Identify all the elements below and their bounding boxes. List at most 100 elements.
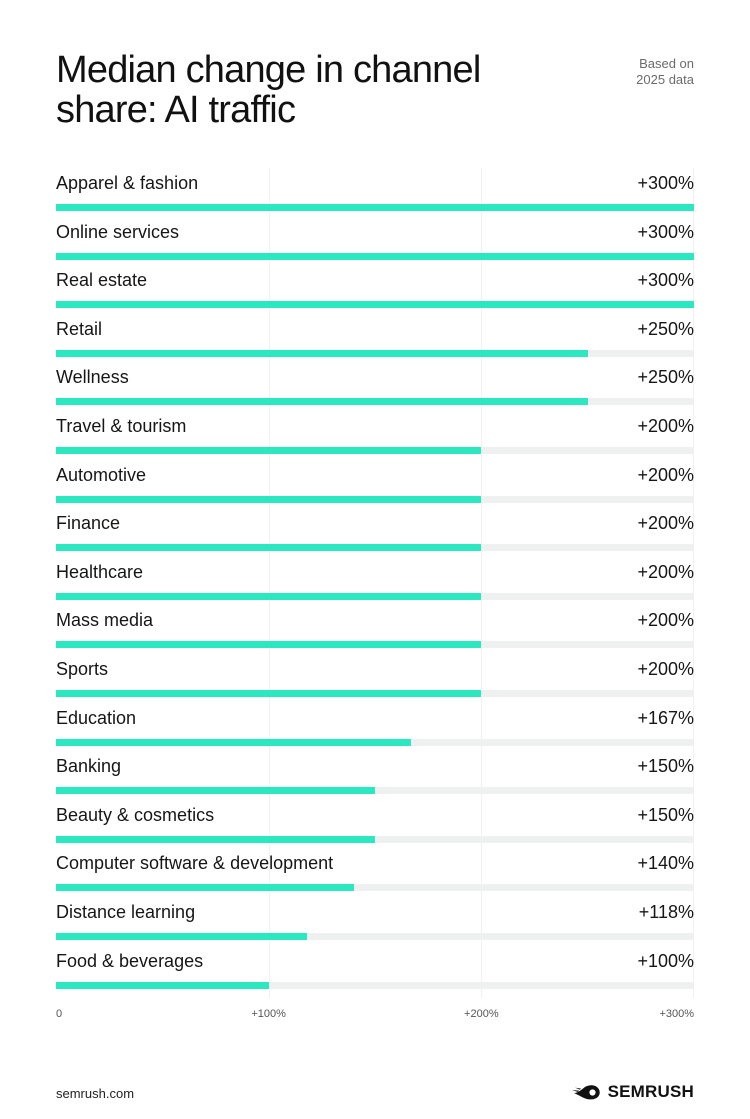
bar <box>56 252 694 260</box>
category-label: Automotive <box>56 464 147 485</box>
bar <box>56 884 354 892</box>
category-label: Wellness <box>56 367 129 388</box>
category-label: Retail <box>56 318 103 339</box>
semrush-logo: SEMRUSH <box>571 1082 694 1102</box>
bar <box>56 592 482 600</box>
chart-row: Automotive +200% <box>56 460 694 509</box>
bar <box>56 398 588 406</box>
footer-url: semrush.com <box>56 1086 135 1101</box>
category-label: Distance learning <box>56 902 196 922</box>
chart-row: Food & beverages +100% <box>56 946 694 995</box>
bar-track <box>56 738 694 746</box>
gridline <box>481 168 483 998</box>
chart-row: Retail +250% <box>56 314 694 363</box>
bar-track <box>56 398 694 406</box>
bar-chart: Apparel & fashion +300% Online services +30… <box>56 168 694 998</box>
category-label: Computer software & development <box>56 853 334 874</box>
bar <box>56 690 482 697</box>
bar-track <box>56 495 694 503</box>
value-label: +200% <box>637 416 694 436</box>
chart-row: Apparel & fashion +300% <box>56 168 694 217</box>
category-label: Finance <box>56 513 121 534</box>
value-label: +200% <box>637 659 694 679</box>
category-label: Banking <box>56 756 122 777</box>
bar-track <box>56 835 694 843</box>
bar <box>56 495 482 503</box>
category-label: Education <box>56 707 137 728</box>
x-tick-label: +100% <box>251 1008 286 1020</box>
chart-title: Median change in channel share: AI traff… <box>56 49 481 131</box>
bar <box>56 787 375 795</box>
category-label: Healthcare <box>56 561 144 582</box>
x-tick-label: +200% <box>464 1008 499 1020</box>
bar-track <box>56 204 694 211</box>
bar-track <box>56 787 694 795</box>
category-label: Real estate <box>56 270 148 291</box>
value-label: +150% <box>637 756 694 777</box>
bar-track <box>56 933 694 940</box>
value-label: +150% <box>637 804 694 825</box>
chart-row: Mass media +200% <box>56 605 694 654</box>
data-source-note: Based on 2025 data <box>574 56 694 88</box>
value-label: +200% <box>637 561 694 582</box>
bar-track <box>56 884 694 892</box>
bar-track <box>56 252 694 260</box>
chart-row: Computer software & development +140% <box>56 848 694 897</box>
gridline <box>268 168 270 998</box>
chart-row: Online services +300% <box>56 217 694 266</box>
value-label: +300% <box>637 173 694 193</box>
category-label: Sports <box>56 659 109 679</box>
bar-track <box>56 981 694 989</box>
value-label: +250% <box>637 367 694 388</box>
bar <box>56 835 375 843</box>
category-label: Beauty & cosmetics <box>56 804 215 825</box>
chart-row: Beauty & cosmetics +150% <box>56 800 694 849</box>
bar <box>56 738 412 746</box>
bar <box>56 447 482 454</box>
bar-track <box>56 690 694 697</box>
chart-row: Distance learning +118% <box>56 897 694 946</box>
chart-row: Finance +200% <box>56 508 694 557</box>
chart-row: Sports +200% <box>56 654 694 703</box>
bar-track <box>56 592 694 600</box>
bar <box>56 349 588 357</box>
category-label: Food & beverages <box>56 950 204 971</box>
category-label: Online services <box>56 221 180 242</box>
bar <box>56 301 694 309</box>
value-label: +200% <box>637 610 694 631</box>
value-label: +140% <box>637 853 694 874</box>
gridline <box>693 168 694 998</box>
x-axis: 0 +100% +200% +300% <box>56 1008 694 1024</box>
data-source-note-line2: 2025 data <box>636 72 694 87</box>
value-label: +100% <box>637 950 694 971</box>
bar <box>56 933 307 940</box>
x-tick-label: 0 <box>56 1008 63 1020</box>
bar <box>56 981 269 989</box>
bar <box>56 544 482 552</box>
bar-track <box>56 349 694 357</box>
bar-track <box>56 544 694 552</box>
bar <box>56 204 694 211</box>
x-tick-label: +300% <box>659 1008 694 1020</box>
bar-track <box>56 641 694 649</box>
data-source-note-line1: Based on <box>639 56 694 71</box>
chart-row: Real estate +300% <box>56 265 694 314</box>
chart-row: Wellness +250% <box>56 362 694 411</box>
chart-row: Banking +150% <box>56 751 694 800</box>
value-label: +250% <box>637 318 694 339</box>
chart-row: Healthcare +200% <box>56 557 694 606</box>
chart-row: Travel & tourism +200% <box>56 411 694 460</box>
category-label: Apparel & fashion <box>56 173 199 193</box>
chart-row: Education +167% <box>56 703 694 752</box>
value-label: +200% <box>637 464 694 485</box>
value-label: +300% <box>637 270 694 291</box>
category-label: Travel & tourism <box>56 416 187 436</box>
bar <box>56 641 482 649</box>
bar-track <box>56 447 694 454</box>
value-label: +167% <box>637 707 694 728</box>
category-label: Mass media <box>56 610 154 631</box>
semrush-wordmark: SEMRUSH <box>607 1082 694 1101</box>
bar-track <box>56 301 694 309</box>
value-label: +200% <box>637 513 694 534</box>
value-label: +300% <box>637 221 694 242</box>
